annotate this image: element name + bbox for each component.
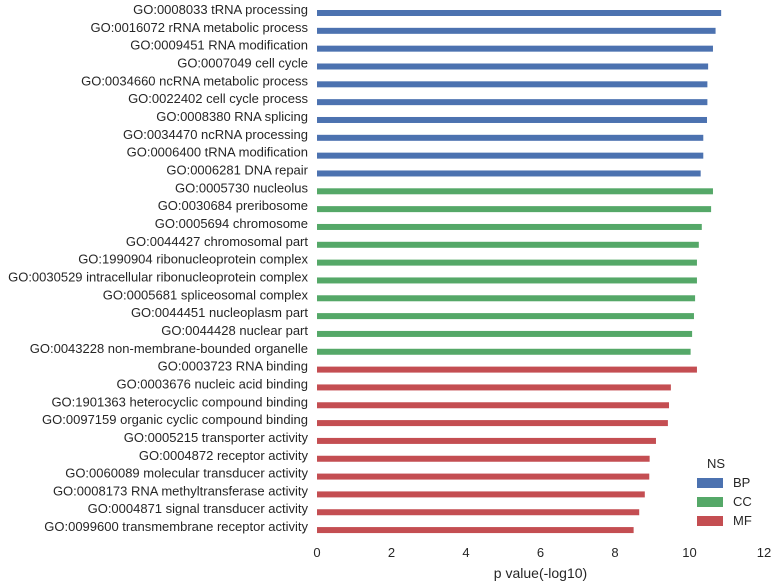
bar-mf [317,455,650,462]
bar-cc [317,223,702,230]
x-tick-label: 0 [313,545,320,560]
bar-cc [317,348,691,355]
category-labels: GO:0008033 tRNA processing GO:0016072 rRN… [8,2,309,534]
category-label: GO:0030529 intracellular ribonucleoprote… [8,269,308,284]
x-axis-label: p value(-log10) [494,565,587,581]
bar-mf [317,384,671,391]
category-label: GO:0097159 organic cyclic compound bindi… [42,412,308,427]
category-label: GO:0003723 RNA binding [158,359,308,374]
bar-mf [317,366,697,373]
bar-bp [317,134,704,141]
bar-bp [317,152,704,159]
bar-bp [317,170,701,177]
category-label: GO:0022402 cell cycle process [128,91,308,106]
category-label: GO:0005215 transporter activity [124,430,309,445]
legend: NS BP CC MF [697,456,752,528]
legend-title: NS [707,456,725,471]
category-label: GO:0003676 nucleic acid binding [116,376,308,391]
category-label: GO:0009451 RNA modification [130,38,308,53]
bar-bp [317,63,709,70]
bar-cc [317,330,693,337]
category-label: GO:0034470 ncRNA processing [123,127,308,142]
category-label: GO:0044428 nuclear part [161,323,308,338]
bar-cc [317,295,696,302]
x-axis-ticks: 0 2 4 6 8 10 12 [313,545,771,560]
legend-swatch-bp [697,478,723,488]
category-label: GO:0030684 preribosome [158,198,308,213]
category-label: GO:0006400 tRNA modification [127,145,308,160]
category-label: GO:0007049 cell cycle [177,55,308,70]
category-label: GO:0006281 DNA repair [166,162,308,177]
legend-swatch-cc [697,497,723,507]
category-label: GO:0044451 nucleoplasm part [131,305,308,320]
category-label: GO:0034660 ncRNA metabolic process [81,73,308,88]
category-label: GO:1901363 heterocyclic compound binding [51,394,308,409]
category-label: GO:0005681 spliceosomal complex [103,287,309,302]
bar-bp [317,81,708,88]
category-label: GO:0060089 molecular transducer activity [65,466,308,481]
bars-layer [317,10,722,534]
bar-cc [317,188,713,195]
category-label: GO:0005730 nucleolus [175,180,308,195]
bar-mf [317,402,670,409]
category-label: GO:0004872 receptor activity [139,448,309,463]
category-label: GO:0008033 tRNA processing [133,2,308,17]
category-label: GO:0043228 non-membrane-bounded organell… [30,341,308,356]
bar-mf [317,473,650,480]
bar-bp [317,116,708,123]
category-label: GO:1990904 ribonucleoprotein complex [78,252,308,267]
bar-bp [317,27,716,34]
x-tick-label: 8 [611,545,618,560]
bar-mf [317,437,656,444]
x-tick-label: 4 [462,545,469,560]
legend-label-bp: BP [733,475,750,490]
bar-mf [317,420,668,427]
bar-cc [317,259,697,266]
bar-bp [317,99,708,106]
bar-cc [317,206,712,213]
x-tick-label: 2 [388,545,395,560]
category-label: GO:0099600 transmembrane receptor activi… [44,519,308,534]
bar-cc [317,277,697,284]
legend-label-mf: MF [733,513,752,528]
bar-cc [317,313,694,320]
category-label: GO:0008380 RNA splicing [156,109,308,124]
x-tick-label: 6 [537,545,544,560]
category-label: GO:0004871 signal transducer activity [88,501,309,516]
bar-mf [317,509,640,516]
bar-cc [317,241,699,248]
legend-swatch-mf [697,516,723,526]
x-tick-label: 12 [757,545,771,560]
bar-bp [317,45,713,52]
bar-mf [317,491,645,498]
category-label: GO:0044427 chromosomal part [126,234,308,249]
x-tick-label: 10 [682,545,696,560]
legend-label-cc: CC [733,494,752,509]
category-label: GO:0008173 RNA methyltransferase activit… [53,483,309,498]
bar-bp [317,10,722,16]
category-label: GO:0005694 chromosome [155,216,308,231]
bar-mf [317,527,634,534]
category-label: GO:0016072 rRNA metabolic process [91,20,309,35]
